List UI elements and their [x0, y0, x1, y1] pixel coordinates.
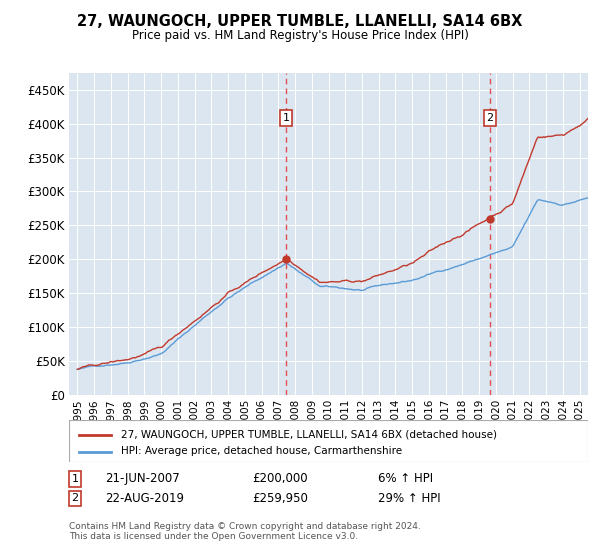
Text: 2: 2 — [487, 113, 493, 123]
Text: Price paid vs. HM Land Registry's House Price Index (HPI): Price paid vs. HM Land Registry's House … — [131, 29, 469, 42]
Text: 1: 1 — [71, 474, 79, 484]
Text: 29% ↑ HPI: 29% ↑ HPI — [378, 492, 440, 505]
Text: 22-AUG-2019: 22-AUG-2019 — [105, 492, 184, 505]
Text: 27, WAUNGOCH, UPPER TUMBLE, LLANELLI, SA14 6BX (detached house): 27, WAUNGOCH, UPPER TUMBLE, LLANELLI, SA… — [121, 430, 497, 440]
Text: £200,000: £200,000 — [252, 472, 308, 486]
Text: 21-JUN-2007: 21-JUN-2007 — [105, 472, 180, 486]
Text: 27, WAUNGOCH, UPPER TUMBLE, LLANELLI, SA14 6BX: 27, WAUNGOCH, UPPER TUMBLE, LLANELLI, SA… — [77, 14, 523, 29]
Text: Contains HM Land Registry data © Crown copyright and database right 2024.
This d: Contains HM Land Registry data © Crown c… — [69, 522, 421, 542]
Text: 2: 2 — [71, 493, 79, 503]
Text: HPI: Average price, detached house, Carmarthenshire: HPI: Average price, detached house, Carm… — [121, 446, 402, 456]
Text: 6% ↑ HPI: 6% ↑ HPI — [378, 472, 433, 486]
Text: £259,950: £259,950 — [252, 492, 308, 505]
Text: 1: 1 — [283, 113, 290, 123]
